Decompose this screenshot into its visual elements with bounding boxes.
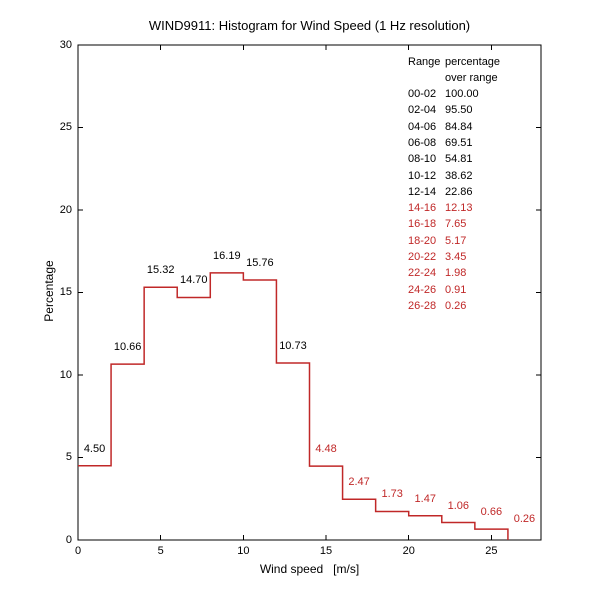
value-cell: 0.26 <box>445 299 467 312</box>
bar-value-label: 15.76 <box>246 256 274 269</box>
bar-value-label: 0.66 <box>480 506 503 519</box>
bar-value-label: 15.32 <box>146 264 175 277</box>
bar-value-label: 16.19 <box>213 249 241 262</box>
table-header-percentage: percentage <box>445 56 501 68</box>
value-cell: 1.98 <box>445 267 467 280</box>
x-tick-label: 5 <box>157 545 164 557</box>
value-cell: 7.65 <box>445 218 467 231</box>
y-tick-label: 20 <box>59 203 72 216</box>
y-tick-label: 0 <box>65 533 72 546</box>
table-row: 14-16 12.13 <box>408 202 473 215</box>
range-cell: 18-20 <box>408 234 437 247</box>
range-cell: 04-06 <box>408 120 437 133</box>
table-row: 02-04 95.50 <box>408 104 473 117</box>
bar-value-label: 4.50 <box>83 442 106 455</box>
table-row: 00-02 100.00 <box>408 88 479 101</box>
table-row: 18-20 5.17 <box>408 235 466 248</box>
value-cell: 22.86 <box>445 185 473 198</box>
range-cell: 26-28 <box>408 299 437 312</box>
y-tick-label: 10 <box>59 368 72 381</box>
range-cell: 24-26 <box>408 283 437 296</box>
histogram-stairs-line <box>78 272 509 540</box>
value-cell: 95.50 <box>445 104 473 117</box>
y-tick-label: 5 <box>65 451 72 463</box>
table-header-range: Range <box>408 56 441 68</box>
range-cell: 16-18 <box>408 218 437 231</box>
value-cell: 69.51 <box>445 136 473 149</box>
value-cell: 3.45 <box>445 251 467 263</box>
table-row: 16-18 7.65 <box>408 218 466 231</box>
bar-value-label: 2.47 <box>348 476 370 489</box>
x-tick-label: 25 <box>485 545 498 557</box>
x-tick-label: 15 <box>319 545 333 557</box>
range-cell: 10-12 <box>408 169 437 182</box>
x-tick-label: 10 <box>237 545 250 557</box>
y-tick-label: 25 <box>59 121 72 133</box>
table-row: 04-06 84.84 <box>408 121 473 134</box>
table-row: 12-14 22.86 <box>408 186 473 199</box>
table-row: 08-10 54.81 <box>408 153 473 166</box>
range-cell: 02-04 <box>408 104 437 117</box>
chart-title: WIND9911: Histogram for Wind Speed (1 Hz… <box>148 18 471 33</box>
table-row: 10-12 38.62 <box>408 170 473 183</box>
value-cell: 84.84 <box>445 120 473 133</box>
table-row: 22-24 1.98 <box>408 267 466 280</box>
bar-value-label: 1.06 <box>447 499 470 512</box>
y-tick-label: 15 <box>59 286 72 298</box>
table-row: 06-08 69.51 <box>408 137 473 150</box>
range-cell: 12-14 <box>408 185 437 198</box>
value-cell: 100.00 <box>445 88 479 100</box>
range-cell: 00-02 <box>408 88 437 100</box>
bar-value-label: 1.47 <box>414 492 436 505</box>
value-cell: 5.17 <box>445 234 467 247</box>
bar-value-label: 10.73 <box>279 339 307 352</box>
table-row: 26-28 0.26 <box>408 300 466 313</box>
x-tick-label: 0 <box>74 545 82 557</box>
table-header-row2: over range <box>408 72 498 85</box>
x-tick-label: 20 <box>402 545 415 557</box>
value-cell: 12.13 <box>445 202 473 215</box>
bar-value-label: 10.66 <box>113 341 142 354</box>
bar-value-label: 14.70 <box>179 274 208 287</box>
bar-value-label: 4.48 <box>315 443 337 456</box>
table-header-row: Range percentage <box>408 56 500 69</box>
bar-value-label: 1.73 <box>381 488 403 501</box>
x-axis-label: Wind speed [m/s] <box>259 562 360 576</box>
value-cell: 38.62 <box>445 169 473 182</box>
value-cell: 54.81 <box>445 153 473 166</box>
table-row: 20-22 3.45 <box>408 251 466 264</box>
range-cell: 20-22 <box>408 251 437 263</box>
table-header-over-range: over range <box>445 72 498 84</box>
range-cell: 06-08 <box>408 136 437 149</box>
range-cell: 08-10 <box>408 153 437 166</box>
table-row: 24-26 0.91 <box>408 284 466 297</box>
bar-value-label: 0.26 <box>513 512 536 525</box>
range-cell: 14-16 <box>408 202 437 215</box>
range-cell: 22-24 <box>408 267 437 280</box>
value-cell: 0.91 <box>445 283 467 296</box>
y-tick-label: 30 <box>59 38 72 51</box>
